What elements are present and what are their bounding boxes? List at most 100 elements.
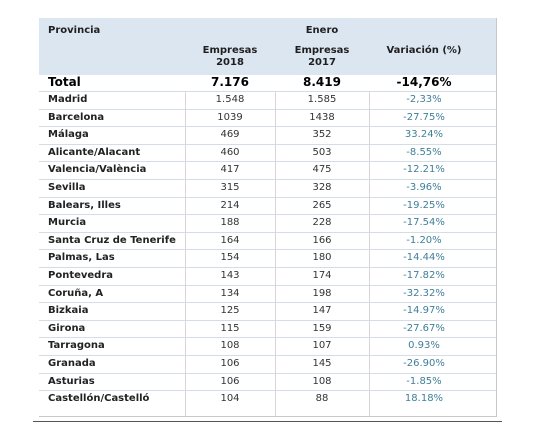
row-variacion: -1.20% [406, 234, 442, 246]
row-variacion: -19.25% [403, 199, 445, 211]
row-variacion: 0.93% [408, 340, 440, 352]
row-provincia: Málaga [48, 129, 89, 141]
total-row: Total 7.176 8.419 -14,76% [39, 73, 496, 91]
total-variacion: -14,76% [396, 75, 452, 89]
row-divider [39, 91, 496, 92]
column-divider [185, 91, 186, 416]
row-provincia: Alicante/Alacant [48, 146, 141, 158]
table-row: Málaga 469 352 33.24% [39, 126, 496, 144]
row-empresas-2018: 417 [220, 164, 240, 176]
column-divider [369, 91, 370, 416]
row-divider [39, 214, 496, 216]
table-row: Balears, Illes 214 265 -19.25% [39, 197, 496, 215]
row-variacion: -14.97% [403, 305, 445, 317]
row-provincia: Madrid [48, 94, 88, 105]
row-empresas-2018: 154 [220, 252, 240, 264]
row-provincia: Balears, Illes [48, 199, 121, 211]
header-empresas-2018-line2: 2018 [216, 57, 244, 68]
row-divider [39, 161, 496, 163]
row-provincia: Castellón/Castelló [48, 393, 150, 405]
row-empresas-2018: 108 [220, 340, 240, 352]
row-empresas-2017: 328 [312, 182, 332, 193]
header-empresas-2017-line2: 2017 [308, 57, 336, 68]
row-variacion: 33.24% [404, 129, 444, 141]
row-variacion: -2,33% [406, 94, 442, 105]
row-divider [39, 372, 496, 374]
row-variacion: -8.55% [406, 146, 442, 158]
row-divider [39, 355, 496, 356]
row-provincia: Valencia/València [48, 164, 147, 176]
table-row: Madrid 1.548 1.585 -2,33% [39, 91, 496, 109]
table-row: Alicante/Alacant 460 503 -8.55% [39, 144, 496, 162]
row-empresas-2017: 1438 [309, 111, 335, 123]
table-row: Granada 106 145 -26.90% [39, 355, 496, 373]
row-empresas-2017: 198 [312, 287, 332, 299]
row-variacion: -1.85% [406, 375, 442, 387]
row-empresas-2017: 145 [312, 358, 332, 369]
row-provincia: Granada [48, 358, 96, 369]
column-divider [275, 91, 276, 416]
row-provincia: Girona [48, 322, 86, 334]
row-empresas-2017: 88 [315, 393, 329, 405]
table-row: Barcelona 1039 1438 -27.75% [39, 109, 496, 127]
header-empresas-2018-line1: Empresas [202, 45, 258, 56]
row-empresas-2018: 115 [220, 322, 240, 334]
row-empresas-2017: 166 [312, 234, 332, 246]
row-divider [39, 108, 496, 110]
row-provincia: Pontevedra [48, 270, 114, 281]
total-empresas-2017: 8.419 [303, 75, 341, 89]
row-variacion: -3.96% [406, 182, 442, 193]
bottom-rule [33, 421, 502, 422]
header-empresas-2017-line1: Empresas [294, 45, 350, 56]
row-empresas-2017: 107 [312, 340, 332, 352]
row-variacion: -27.75% [403, 111, 445, 123]
row-provincia: Tarragona [48, 340, 105, 352]
row-empresas-2017: 503 [312, 146, 332, 158]
row-divider [39, 179, 496, 180]
row-divider [39, 267, 496, 268]
table-row: Palmas, Las 154 180 -14.44% [39, 249, 496, 267]
table-row: Valencia/València 417 475 -12.21% [39, 161, 496, 179]
row-empresas-2017: 159 [312, 322, 332, 334]
row-empresas-2017: 228 [312, 217, 332, 229]
row-empresas-2017: 475 [312, 164, 332, 176]
total-label: Total [48, 75, 81, 89]
row-variacion: -17.54% [403, 217, 445, 229]
row-empresas-2018: 143 [220, 270, 240, 281]
table-row: Tarragona 108 107 0.93% [39, 337, 496, 355]
row-empresas-2017: 174 [312, 270, 332, 281]
row-variacion: -17.82% [403, 270, 445, 281]
row-provincia: Asturias [48, 375, 95, 387]
table-row: Asturias 106 108 -1.85% [39, 373, 496, 391]
row-empresas-2018: 125 [220, 305, 240, 317]
row-empresas-2018: 315 [220, 182, 240, 193]
row-empresas-2018: 164 [220, 234, 240, 246]
row-empresas-2017: 352 [312, 129, 332, 141]
header-provincia: Provincia [48, 25, 101, 36]
row-provincia: Sevilla [48, 182, 86, 193]
row-divider [39, 319, 496, 321]
row-divider [39, 126, 496, 128]
companies-table: Provincia Enero Empresas 2018 Empresas 2… [39, 18, 497, 417]
row-variacion: -32.32% [403, 287, 445, 299]
row-empresas-2018: 460 [220, 146, 240, 158]
table-row: Girona 115 159 -27.67% [39, 320, 496, 338]
row-empresas-2017: 1.585 [307, 94, 337, 105]
row-divider [39, 231, 496, 233]
row-variacion: -27.67% [403, 322, 445, 334]
row-provincia: Coruña, A [48, 287, 104, 299]
row-empresas-2018: 106 [220, 358, 240, 369]
row-empresas-2018: 469 [220, 129, 240, 141]
row-divider [39, 337, 496, 339]
row-divider [39, 284, 496, 286]
header-variacion: Variación (%) [386, 45, 462, 56]
row-empresas-2018: 1039 [217, 111, 243, 123]
row-empresas-2018: 1.548 [215, 94, 245, 105]
row-variacion: -26.90% [403, 358, 445, 369]
row-empresas-2018: 134 [220, 287, 240, 299]
row-divider [39, 302, 496, 304]
row-provincia: Barcelona [48, 111, 105, 123]
table-row: Murcia 188 228 -17.54% [39, 214, 496, 232]
row-empresas-2018: 106 [220, 375, 240, 387]
row-divider [39, 390, 496, 392]
